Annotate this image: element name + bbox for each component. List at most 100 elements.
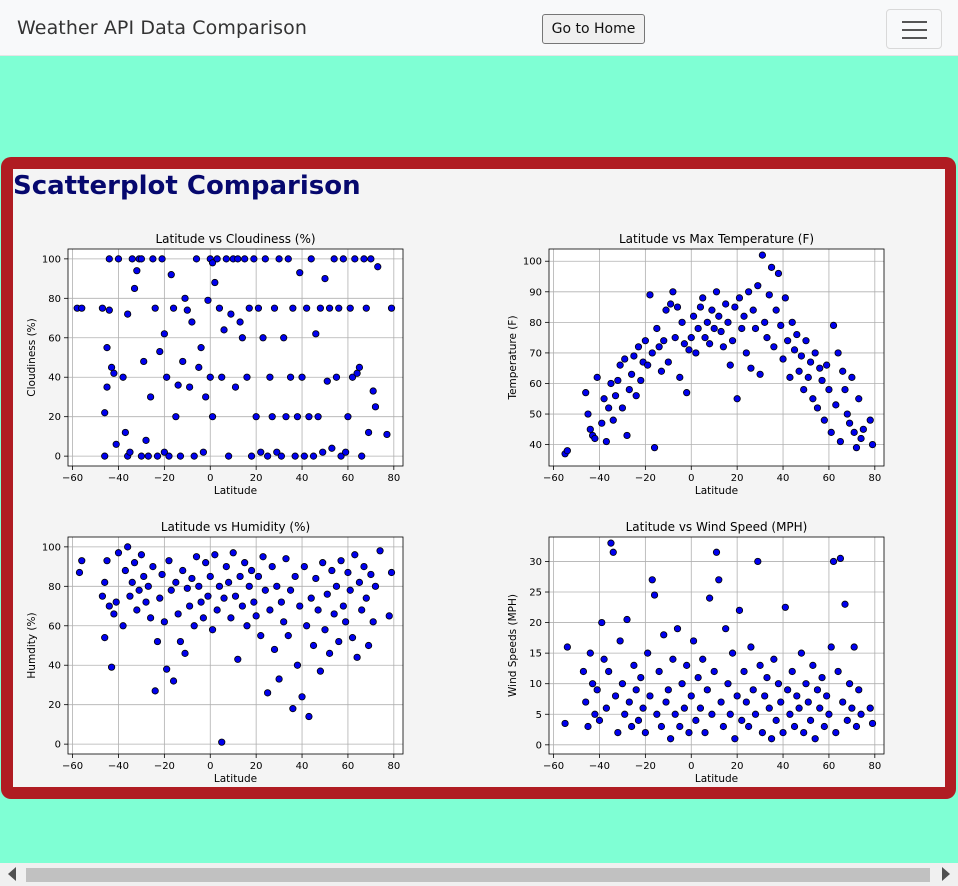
- data-point: [140, 572, 148, 581]
- data-point: [841, 600, 849, 608]
- horizontal-scrollbar[interactable]: [0, 863, 958, 886]
- data-point: [277, 452, 285, 460]
- data-point: [621, 355, 629, 363]
- data-point: [252, 413, 260, 421]
- data-point: [112, 598, 120, 606]
- data-point: [376, 547, 384, 555]
- hamburger-menu-icon[interactable]: [886, 9, 942, 49]
- data-point: [845, 680, 854, 688]
- data-point: [687, 334, 695, 342]
- data-point: [218, 738, 226, 746]
- chart-title: Latitude vs Cloudiness (%): [155, 232, 315, 246]
- data-point: [137, 452, 146, 460]
- data-point: [650, 444, 659, 452]
- x-tick-label: 0: [207, 473, 213, 484]
- data-point: [323, 377, 331, 385]
- data-point: [614, 729, 622, 737]
- navbar-brand[interactable]: Weather API Data Comparison: [17, 17, 308, 39]
- data-point: [259, 553, 267, 561]
- y-tick-label: 40: [529, 440, 542, 451]
- data-point: [114, 255, 123, 263]
- data-point: [630, 661, 638, 669]
- data-point: [765, 704, 773, 712]
- data-point: [339, 255, 347, 263]
- data-point: [708, 306, 716, 314]
- data-point: [328, 566, 336, 575]
- data-point: [685, 346, 693, 354]
- data-point: [105, 255, 113, 263]
- data-point: [823, 692, 831, 700]
- data-point: [280, 334, 288, 342]
- data-point: [238, 602, 246, 610]
- data-point: [586, 649, 594, 657]
- data-point: [634, 716, 643, 724]
- data-point: [344, 568, 352, 577]
- data-point: [719, 343, 727, 351]
- data-point: [850, 643, 858, 651]
- data-point: [174, 381, 182, 389]
- data-point: [850, 428, 858, 436]
- data-point: [231, 383, 240, 391]
- data-point: [348, 634, 357, 642]
- data-point: [749, 306, 757, 314]
- data-point: [135, 586, 143, 594]
- data-point: [103, 344, 111, 352]
- data-point: [648, 576, 656, 584]
- data-point: [252, 612, 260, 620]
- data-point: [142, 598, 150, 606]
- data-point: [362, 304, 370, 312]
- data-point: [809, 661, 817, 669]
- y-axis-label: Cloudiness (%): [26, 318, 38, 396]
- data-point: [126, 592, 134, 600]
- axes-frame: [67, 248, 404, 467]
- scroll-thumb[interactable]: [26, 868, 930, 882]
- data-point: [353, 653, 361, 661]
- data-point: [781, 294, 789, 302]
- scroll-left-icon[interactable]: [8, 867, 16, 881]
- y-tick-label: 80: [48, 582, 61, 593]
- data-point: [351, 551, 359, 559]
- data-point: [316, 304, 324, 312]
- data-point: [147, 393, 155, 401]
- data-point: [387, 568, 396, 577]
- data-point: [236, 318, 244, 326]
- data-point: [813, 686, 822, 694]
- data-point: [694, 324, 702, 333]
- data-point: [172, 578, 180, 586]
- data-point: [646, 291, 654, 299]
- x-axis-label: Latitude: [695, 485, 738, 497]
- data-point: [699, 655, 707, 663]
- data-point: [218, 373, 226, 381]
- data-point: [653, 324, 661, 333]
- data-point: [591, 434, 599, 443]
- data-point: [790, 346, 799, 354]
- data-point: [192, 255, 201, 263]
- data-point: [777, 321, 785, 330]
- data-point: [243, 373, 251, 381]
- data-point: [344, 413, 352, 421]
- scroll-right-icon[interactable]: [942, 867, 950, 881]
- data-point: [181, 294, 189, 302]
- data-point: [367, 570, 375, 579]
- data-point: [605, 667, 613, 676]
- data-point: [843, 410, 851, 418]
- go-to-home-button[interactable]: Go to Home: [542, 14, 645, 44]
- data-point: [176, 452, 185, 460]
- data-point: [625, 385, 633, 394]
- data-point: [266, 606, 274, 614]
- data-point: [809, 395, 817, 403]
- data-point: [834, 667, 842, 676]
- data-point: [657, 722, 666, 731]
- data-point: [328, 444, 336, 452]
- data-point: [245, 582, 253, 590]
- data-point: [121, 566, 129, 575]
- data-point: [335, 637, 343, 646]
- data-point: [107, 663, 116, 671]
- data-point: [832, 729, 840, 737]
- data-point: [784, 686, 792, 694]
- data-point: [761, 692, 769, 700]
- data-point: [307, 594, 315, 602]
- data-point: [353, 369, 361, 377]
- data-point: [804, 373, 812, 381]
- data-point: [337, 557, 345, 565]
